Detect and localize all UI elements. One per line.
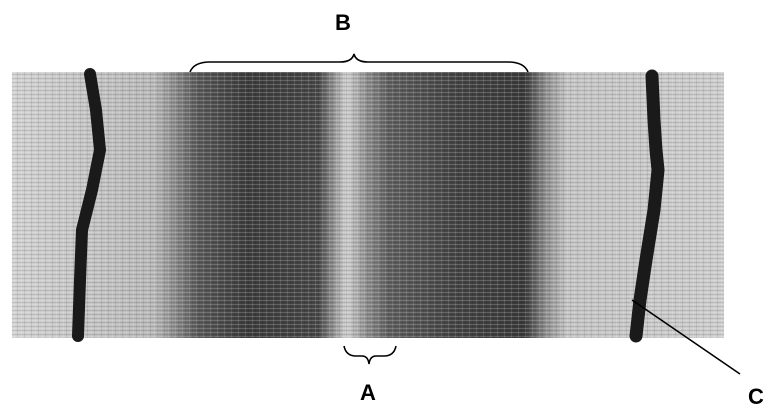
right-dark-line [629, 69, 665, 343]
label-b: B [335, 10, 351, 35]
micrograph-image [12, 68, 724, 343]
brace-b [189, 53, 529, 73]
pointer-line-c [631, 299, 741, 375]
label-c: C [748, 384, 764, 409]
brace-a [343, 345, 397, 365]
label-a: A [360, 380, 376, 405]
left-dark-line [72, 68, 107, 342]
